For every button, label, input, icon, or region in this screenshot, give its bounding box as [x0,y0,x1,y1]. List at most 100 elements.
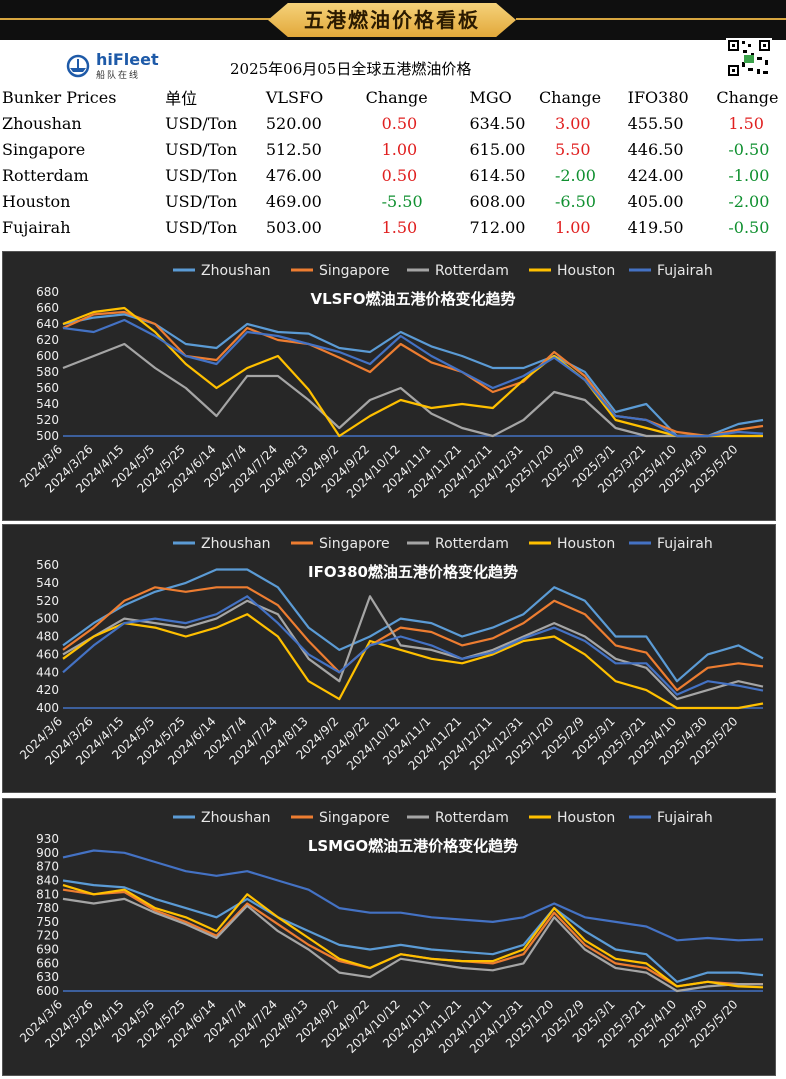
cell-port: Rotterdam [2,165,89,185]
header-left-rule [0,18,270,20]
y-tick-label: 660 [36,956,59,970]
y-tick-label: 750 [36,915,59,929]
cell-vlsfo: 520.00 [265,113,322,133]
series-line-fujairah [62,595,764,696]
y-tick-label: 660 [36,301,59,315]
table-row: Fujairah USD/Ton 503.00 1.50 712.00 1.00 419.5… [2,214,786,240]
cell-mgo: 712.00 [469,217,526,237]
table-title: 2025年06月05日全球五港燃油价格 [230,60,472,78]
page-title: 五港燃油价格看板 [268,3,516,37]
cell-ifo: 405.00 [627,191,684,211]
logo-name: hiFleet [96,50,159,69]
cell-port: Singapore [2,139,86,159]
cell-mgo: 634.50 [469,113,526,133]
cell-ifo: 419.50 [627,217,684,237]
y-tick-label: 540 [36,576,59,590]
y-tick-label: 560 [36,381,59,395]
cell-mgo-chg: 1.00 [554,217,591,237]
cell-ifo-chg: -1.00 [728,165,770,185]
legend-label: Zhoushan [201,536,271,552]
series-line-rotterdam [62,897,764,993]
cell-ifo: 455.50 [627,113,684,133]
series-line-zhoushan [62,313,764,438]
cell-ifo-chg: -0.50 [728,217,770,237]
legend-item: Houston [529,263,615,279]
col-header-ifo380: IFO380 [627,87,689,107]
legend-item: Houston [529,810,615,826]
legend-label: Houston [557,536,615,552]
table-row: Zhoushan USD/Ton 520.00 0.50 634.50 3.00 455.5… [2,110,786,136]
legend-item: Zhoushan [173,263,271,279]
cell-vlsfo-chg: -5.50 [381,191,423,211]
legend-item: Zhoushan [173,810,271,826]
series-line-houston [62,306,763,438]
cell-vlsfo-chg: 0.50 [381,113,418,133]
y-tick-label: 810 [36,887,59,901]
cell-unit: USD/Ton [165,113,238,133]
chart-0-legend: Zhoushan Singapore Rotterdam Houston Fujaira… [173,263,713,279]
legend-item: Rotterdam [407,263,509,279]
legend-label: Rotterdam [435,536,509,552]
cell-vlsfo: 469.00 [265,191,322,211]
vlsfo-chart-panel: Zhoushan Singapore Rotterdam Houston Fujaira… [2,251,776,521]
y-tick-label: 520 [36,594,59,608]
y-tick-label: 780 [36,901,59,915]
table-row: Houston USD/Ton 469.00 -5.50 608.00 -6.50 405.… [2,188,786,214]
col-header-mgo: MGO [469,87,512,107]
cell-mgo: 608.00 [469,191,526,211]
logo-subtitle: 船队在线 [96,71,141,81]
cell-ifo-chg: 1.50 [728,113,764,133]
series-line-zhoushan [62,879,764,983]
legend-item: Fujairah [629,536,713,552]
cell-vlsfo: 476.00 [265,165,322,185]
series-line-rotterdam [62,595,764,701]
ifo380-chart: Zhoushan Singapore Rotterdam Houston Fujaira… [17,536,764,773]
legend-item: Houston [529,536,615,552]
series-line-houston [62,884,764,989]
legend-item: Rotterdam [407,536,509,552]
col-header-ifo380-change: Change [716,87,779,107]
chart-2-legend: Zhoushan Singapore Rotterdam Houston Fujaira… [173,810,713,826]
chart-0-title: VLSFO燃油五港价格变化趋势 [311,290,516,308]
hifleet-logo: hiFleet 船队在线 [66,50,166,81]
chart-1-legend: Zhoushan Singapore Rotterdam Houston Fujaira… [173,536,713,552]
legend-item: Fujairah [629,810,713,826]
cell-mgo-chg: -2.00 [554,165,596,185]
lsmgo-chart: Zhoushan Singapore Rotterdam Houston Fujaira… [17,810,764,1056]
legend-label: Singapore [319,810,390,826]
lsmgo-chart-panel: Zhoushan Singapore Rotterdam Houston Fujaira… [2,798,776,1076]
y-tick-label: 460 [36,647,59,661]
legend-label: Fujairah [657,263,713,279]
cell-unit: USD/Ton [165,165,238,185]
cell-mgo-chg: 5.50 [554,139,591,159]
legend-item: Zhoushan [173,536,271,552]
legend-label: Zhoushan [201,810,271,826]
cell-unit: USD/Ton [165,191,238,211]
y-tick-label: 720 [36,929,59,943]
series-line-houston [62,613,764,710]
legend-item: Singapore [291,263,390,279]
y-tick-label: 600 [36,349,59,363]
y-tick-label: 400 [36,701,59,715]
cell-mgo: 614.50 [469,165,526,185]
cell-port: Zhoushan [2,113,82,133]
header-bar: 五港燃油价格看板 [0,0,786,40]
y-tick-label: 500 [36,612,59,626]
series-line-singapore [62,586,764,692]
table-header-row: Bunker Prices 单位 VLSFO Change MGO Change… [2,84,786,110]
y-tick-label: 420 [36,683,59,697]
y-tick-label: 480 [36,630,59,644]
legend-label: Houston [557,263,615,279]
table-row: Singapore USD/Ton 512.50 1.00 615.00 5.50 446.… [2,136,786,162]
table-row: Rotterdam USD/Ton 476.00 0.50 614.50 -2.00 424… [2,162,786,188]
y-tick-label: 620 [36,333,59,347]
legend-item: Rotterdam [407,810,509,826]
y-tick-label: 630 [36,970,59,984]
series-line-fujairah [62,849,764,942]
qr-code-icon[interactable] [726,38,772,78]
legend-label: Singapore [319,263,390,279]
cell-vlsfo-chg: 1.50 [381,217,418,237]
legend-item: Singapore [291,536,390,552]
vlsfo-chart: Zhoushan Singapore Rotterdam Houston Fujaira… [17,263,764,501]
cell-mgo: 615.00 [469,139,526,159]
